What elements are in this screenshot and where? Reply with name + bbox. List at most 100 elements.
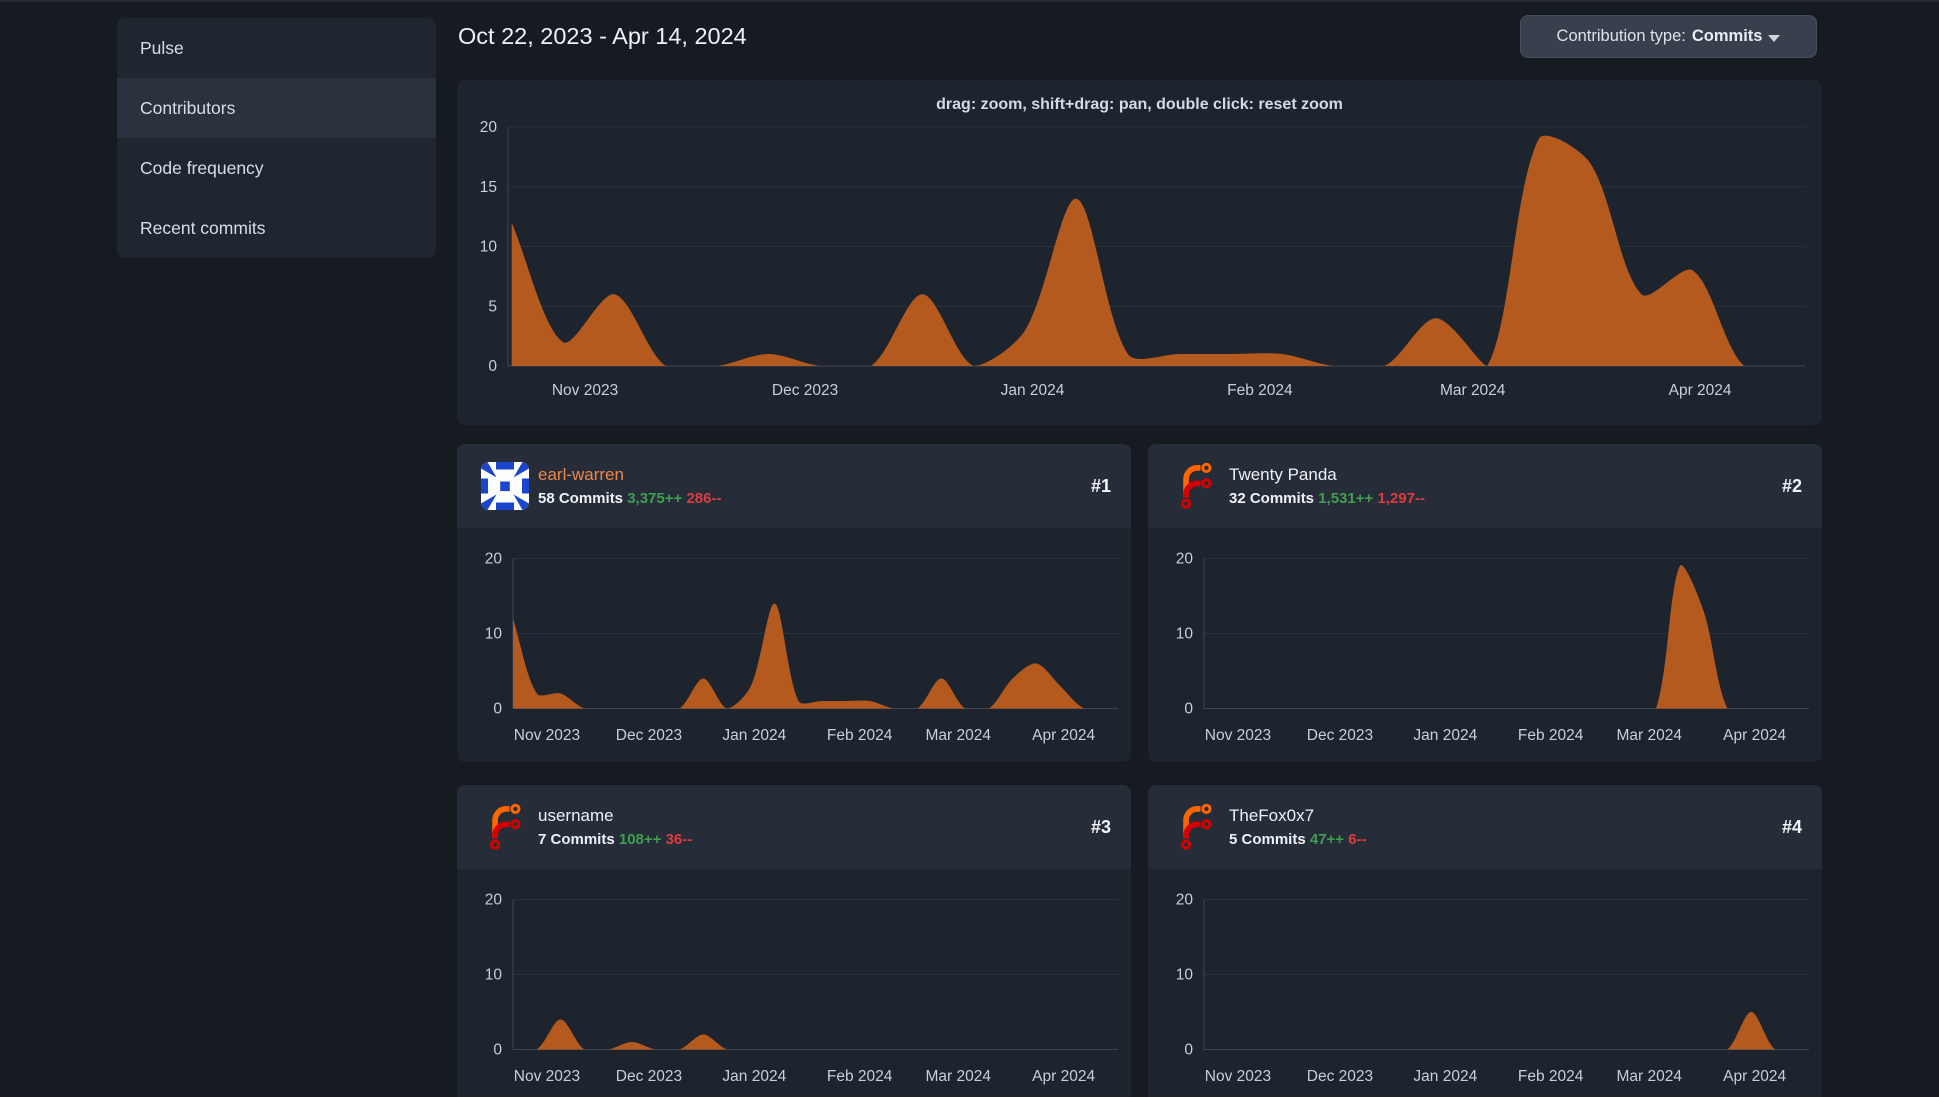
top-border-line xyxy=(0,0,1939,2)
contributor-additions: 1,531++ xyxy=(1318,489,1374,507)
x-tick-label: Jan 2024 xyxy=(722,727,786,744)
contributor-commit-count: 32 Commits xyxy=(1229,489,1315,507)
contributor-name[interactable]: earl-warren xyxy=(538,464,624,484)
contributor-name[interactable]: username xyxy=(538,805,614,825)
contribution-type-label: Contribution type: xyxy=(1556,27,1686,45)
sidebar-item-contributors[interactable]: Contributors xyxy=(117,78,436,138)
contributor-avatar[interactable] xyxy=(481,462,529,510)
y-tick-label: 0 xyxy=(1184,701,1193,718)
contributor-card: Twenty Panda 32 Commits 1,531++ 1,297-- … xyxy=(1148,444,1822,762)
x-tick-label: Dec 2023 xyxy=(616,1068,682,1085)
contributor-avatar[interactable] xyxy=(481,803,529,851)
commits-area-series xyxy=(513,1019,1108,1050)
contributor-stats: 7 Commits 108++ 36-- xyxy=(538,829,692,850)
y-tick-label: 0 xyxy=(493,701,502,718)
contributor-rank-badge: #3 xyxy=(1090,816,1111,837)
contributor-card: earl-warren 58 Commits 3,375++ 286-- #1 … xyxy=(457,444,1131,762)
x-tick-label: Feb 2024 xyxy=(1518,1068,1584,1085)
contributor-avatar[interactable] xyxy=(1172,803,1220,851)
y-tick-label: 20 xyxy=(1176,892,1194,909)
x-tick-label: Nov 2023 xyxy=(514,1068,580,1085)
contributor-avatar[interactable] xyxy=(1172,462,1220,510)
y-tick-label: 0 xyxy=(488,358,497,375)
chevron-down-icon xyxy=(1768,35,1781,42)
contributor-identity: Twenty Panda 32 Commits 1,531++ 1,297-- xyxy=(1229,464,1425,509)
contribution-type-dropdown[interactable]: Contribution type: Commits xyxy=(1520,15,1817,58)
forgejo-logo-avatar xyxy=(1180,462,1212,509)
commits-area-series xyxy=(513,603,1108,709)
x-tick-label: Mar 2024 xyxy=(1617,727,1683,744)
repo-activity-sidebar: Pulse Contributors Code frequency Recent… xyxy=(117,18,436,258)
x-tick-label: Nov 2023 xyxy=(552,382,618,399)
contributor-additions: 108++ xyxy=(618,830,662,848)
x-tick-label: Dec 2023 xyxy=(616,727,682,744)
y-tick-label: 15 xyxy=(480,179,497,196)
contributor-stats: 58 Commits 3,375++ 286-- xyxy=(538,488,721,509)
contributor-card-header: username 7 Commits 108++ 36-- #3 xyxy=(457,785,1131,869)
y-tick-label: 20 xyxy=(485,551,503,568)
contributor-deletions: 36-- xyxy=(665,830,693,848)
sidebar-item-pulse[interactable]: Pulse xyxy=(140,37,184,58)
x-tick-label: Jan 2024 xyxy=(1413,1068,1477,1085)
contributor-commit-count: 7 Commits xyxy=(538,830,615,848)
y-tick-label: 0 xyxy=(493,1042,502,1059)
x-tick-label: Nov 2023 xyxy=(1205,1068,1271,1085)
contributor-card-header: Twenty Panda 32 Commits 1,531++ 1,297-- … xyxy=(1148,444,1822,528)
contributor-deletions: 286-- xyxy=(686,489,722,507)
x-tick-label: Feb 2024 xyxy=(1227,382,1293,399)
commits-area-series xyxy=(1204,565,1799,709)
contributor-deletions: 6-- xyxy=(1348,830,1367,848)
x-tick-label: Dec 2023 xyxy=(772,382,838,399)
y-tick-label: 20 xyxy=(485,892,503,909)
contributor-identity: earl-warren 58 Commits 3,375++ 286-- xyxy=(538,464,721,509)
y-tick-label: 10 xyxy=(485,967,503,984)
y-tick-label: 10 xyxy=(485,626,503,643)
contributor-rank-badge: #1 xyxy=(1090,475,1111,496)
y-tick-label: 10 xyxy=(1176,626,1194,643)
chart-title: drag: zoom, shift+drag: pan, double clic… xyxy=(936,96,1343,113)
y-tick-label: 0 xyxy=(1184,1042,1193,1059)
forgejo-logo-avatar xyxy=(489,803,521,850)
contributor-rank-badge: #4 xyxy=(1781,816,1802,837)
forgejo-logo-avatar xyxy=(1180,803,1212,850)
contributor-identity: username 7 Commits 108++ 36-- xyxy=(538,805,692,850)
contributor-rank-badge: #2 xyxy=(1781,475,1802,496)
y-tick-label: 20 xyxy=(480,119,498,136)
contributor-stats: 5 Commits 47++ 6-- xyxy=(1229,829,1367,850)
y-tick-label: 10 xyxy=(480,239,498,256)
x-tick-label: Mar 2024 xyxy=(926,727,992,744)
identicon-avatar xyxy=(481,462,529,510)
y-tick-label: 20 xyxy=(1176,551,1194,568)
total-contributions-chart-card: 20 15 10 5 0 Nov 2023 Dec 2023 Jan 2024 Feb 2024… xyxy=(457,80,1822,425)
y-tick-label: 5 xyxy=(488,298,497,315)
x-tick-label: Apr 2024 xyxy=(1032,1068,1095,1085)
contributor-card: username 7 Commits 108++ 36-- #3 20 10 0 No… xyxy=(457,785,1131,1097)
x-tick-label: Feb 2024 xyxy=(827,727,893,744)
x-tick-label: Apr 2024 xyxy=(1669,382,1732,399)
x-tick-label: Jan 2024 xyxy=(1413,727,1477,744)
contributor-name[interactable]: Twenty Panda xyxy=(1229,464,1337,484)
x-tick-label: Nov 2023 xyxy=(1205,727,1271,744)
x-tick-label: Dec 2023 xyxy=(1307,1068,1373,1085)
x-tick-label: Apr 2024 xyxy=(1723,727,1786,744)
contributor-name[interactable]: TheFox0x7 xyxy=(1229,805,1315,825)
contributor-deletions: 1,297-- xyxy=(1377,489,1425,507)
x-tick-label: Apr 2024 xyxy=(1032,727,1095,744)
x-tick-label: Jan 2024 xyxy=(1001,382,1065,399)
x-tick-label: Mar 2024 xyxy=(1440,382,1506,399)
x-tick-label: Feb 2024 xyxy=(1518,727,1584,744)
total-contributions-area-chart[interactable]: 20 15 10 5 0 Nov 2023 Dec 2023 Jan 2024 Feb 2024… xyxy=(457,80,1822,425)
contributor-commit-count: 58 Commits xyxy=(538,489,624,507)
x-tick-label: Jan 2024 xyxy=(722,1068,786,1085)
sidebar-item-code-frequency[interactable]: Code frequency xyxy=(140,157,264,178)
sidebar-item-recent-commits[interactable]: Recent commits xyxy=(140,217,266,238)
x-tick-label: Dec 2023 xyxy=(1307,727,1373,744)
date-range-heading: Oct 22, 2023 - Apr 14, 2024 xyxy=(458,23,747,49)
contributor-card-header: earl-warren 58 Commits 3,375++ 286-- #1 xyxy=(457,444,1131,528)
contributor-identity: TheFox0x7 5 Commits 47++ 6-- xyxy=(1229,805,1367,850)
contributor-stats: 32 Commits 1,531++ 1,297-- xyxy=(1229,488,1425,509)
commits-area-series xyxy=(1204,1012,1799,1050)
x-tick-label: Feb 2024 xyxy=(827,1068,893,1085)
x-tick-label: Mar 2024 xyxy=(926,1068,992,1085)
x-tick-label: Nov 2023 xyxy=(514,727,580,744)
